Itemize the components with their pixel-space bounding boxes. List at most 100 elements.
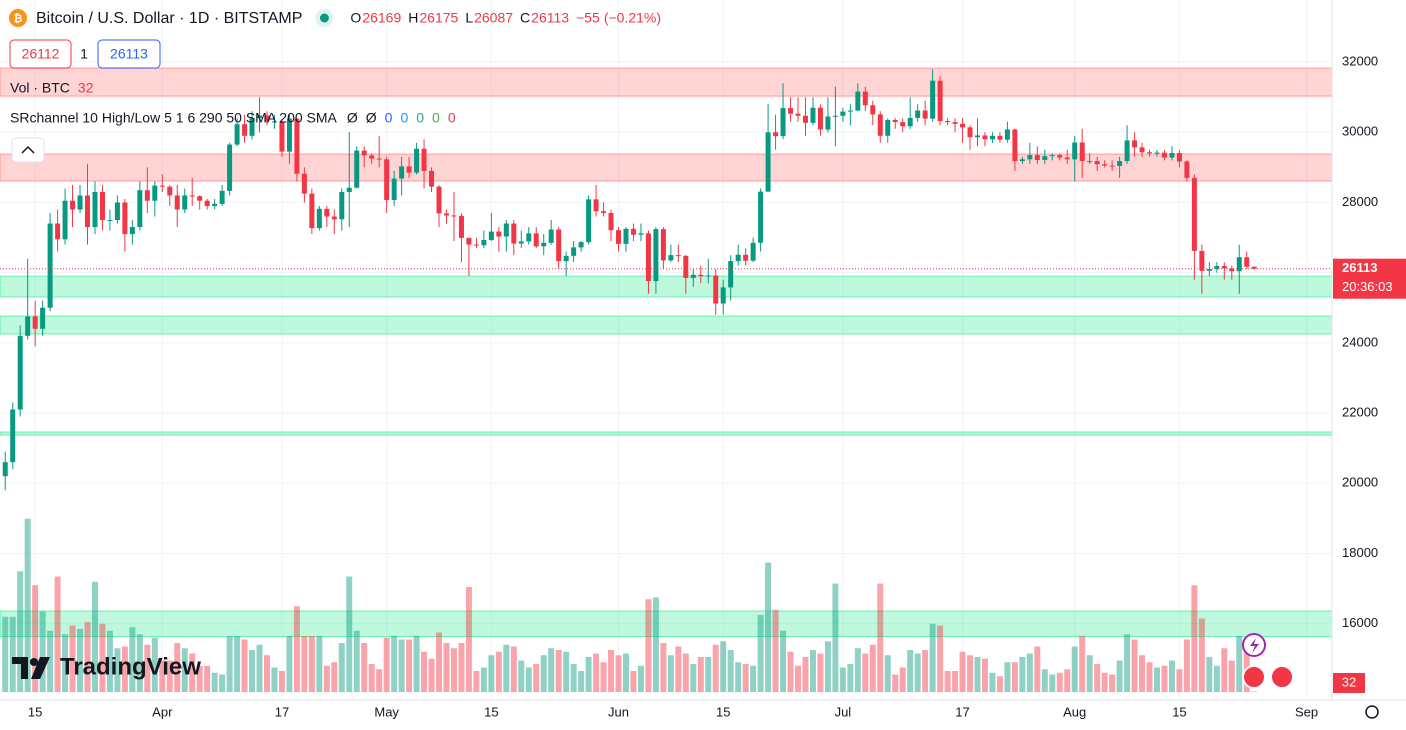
candle-body (1004, 129, 1010, 140)
candle-body (840, 111, 846, 116)
volume-bar (1086, 655, 1093, 692)
candle-body (832, 115, 838, 117)
logo: TradingView (12, 653, 201, 680)
volume-bar (1161, 665, 1168, 692)
volume-bar (99, 623, 106, 692)
last-price-box (1333, 258, 1406, 299)
candle-body (264, 115, 270, 122)
candle-body (1042, 156, 1048, 161)
volume-bar (1251, 691, 1258, 692)
volume-bar (211, 672, 218, 692)
volume-bar (114, 648, 121, 692)
candle-body (346, 187, 352, 192)
candle-body (488, 231, 494, 241)
ohlc-value: 26175 (419, 10, 458, 26)
event-flag[interactable] (1242, 665, 1266, 689)
candle-body (406, 166, 412, 173)
volume-bar (697, 657, 704, 692)
volume-bar (1049, 674, 1056, 692)
candle-body (877, 114, 883, 136)
volume-bar (436, 632, 443, 692)
plot-area (0, 0, 1332, 700)
candle-body (765, 132, 771, 192)
volume-bar (705, 657, 712, 692)
volume-bar (578, 671, 585, 692)
candle-body (802, 115, 808, 123)
indicator-output: 0 (432, 110, 440, 126)
volume-bar (129, 627, 136, 692)
candle-body (32, 316, 38, 329)
candle-body (735, 254, 741, 262)
volume-bar (854, 648, 861, 692)
volume-bar (959, 651, 966, 692)
candle-body (167, 186, 173, 196)
candle-body (989, 135, 995, 140)
volume-bar (121, 646, 128, 692)
volume-value-label: 32 (1342, 674, 1356, 689)
candle-body (900, 122, 906, 127)
volume-bar (884, 655, 891, 692)
candle-body (518, 241, 524, 244)
ohlc-value: 26169 (362, 10, 401, 26)
volume-bar (1094, 664, 1101, 692)
volume-bar (600, 662, 607, 692)
volume-bar (795, 665, 802, 692)
volume-bar (652, 597, 659, 692)
collapse-button[interactable] (11, 137, 45, 163)
candle-body (114, 202, 120, 221)
candle-body (1161, 152, 1167, 158)
ohlc-label: L (465, 10, 473, 26)
settings-icon[interactable] (1365, 705, 1379, 719)
candle-body (713, 275, 719, 304)
candle-body (728, 261, 734, 288)
candle-body (982, 135, 988, 140)
volume-bar (824, 641, 831, 692)
volume-bar (413, 636, 420, 692)
event-flag[interactable] (1270, 665, 1294, 689)
volume-bar (278, 671, 285, 692)
volume-bar (869, 644, 876, 692)
candle-body (578, 242, 584, 248)
candle-body (855, 91, 861, 111)
candle-body (1109, 165, 1115, 167)
volume-bar (645, 599, 652, 692)
sr-zone (0, 275, 1332, 298)
volume-bar (77, 629, 84, 692)
volume-bar (106, 630, 113, 692)
candle-body (99, 191, 105, 221)
volume-bar (24, 518, 31, 692)
volume-bar (555, 650, 562, 692)
x-tick-label: Sep (1295, 704, 1318, 719)
volume-bar (952, 671, 959, 692)
volume-bar (368, 664, 375, 692)
candle-body (2, 462, 8, 477)
volume-bar (383, 637, 390, 692)
volume-bar (1236, 636, 1243, 692)
volume-bar (159, 660, 166, 692)
volume-bar (735, 662, 742, 692)
volume-bar (346, 576, 353, 692)
volume-bar (1213, 665, 1220, 692)
volume-bar (338, 643, 345, 692)
volume-bar (1064, 669, 1071, 692)
volume-bar (443, 643, 450, 692)
volume-bar (1019, 657, 1026, 692)
logo-mark (12, 657, 28, 679)
candle-body (974, 135, 980, 138)
volume-bar (166, 660, 173, 692)
volume-bar (892, 674, 899, 692)
candle-body (399, 166, 405, 179)
volume-bar (263, 655, 270, 692)
volume-bar (989, 672, 996, 692)
candle-body (541, 242, 547, 247)
candle-body (144, 190, 150, 201)
volume-bar (765, 562, 772, 692)
bid-box (9, 39, 72, 69)
candle-body (945, 121, 951, 123)
volume-bar (406, 639, 413, 692)
volume-bar (249, 650, 256, 692)
volume-bar (9, 616, 16, 692)
volume-bar (256, 644, 263, 692)
volume-bar (495, 651, 502, 692)
